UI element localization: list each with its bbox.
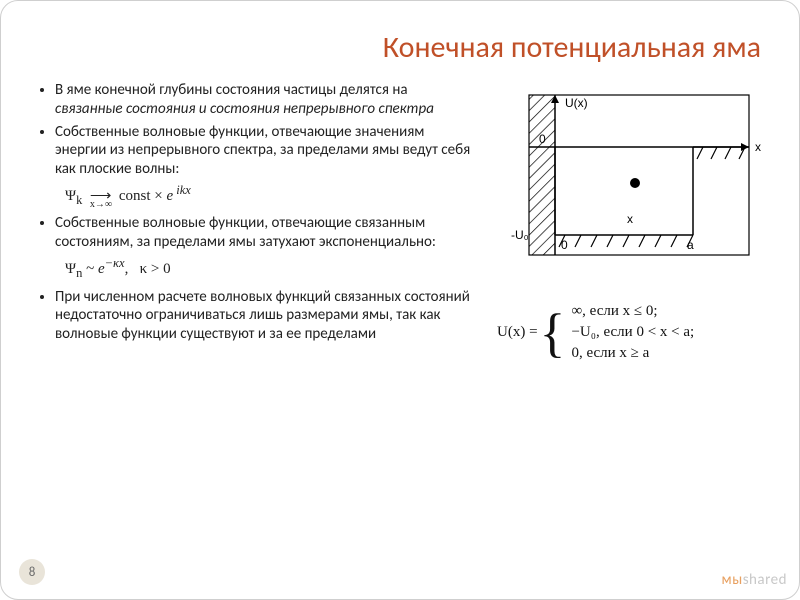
content-block: В яме конечной глубины состояния частицы…	[37, 81, 477, 348]
bullet-1-text-a: В яме конечной глубины состояния частицы…	[55, 81, 408, 99]
bullet-4: При численном расчете волновых функций с…	[55, 288, 477, 344]
slide: Конечная потенциальная яма В яме конечно…	[0, 0, 800, 600]
page-number: 8	[19, 559, 45, 585]
bullet-3: Собственные волновые функции, отвечающие…	[55, 214, 477, 252]
right-label: a	[687, 238, 694, 252]
case-1: ∞, если x ≤ 0;	[571, 301, 694, 322]
formula-plane-sub: x→∞	[90, 199, 112, 212]
watermark: мыshared	[722, 571, 787, 589]
formula-decay: Ψn ~ e−κx, κ > 0	[65, 256, 477, 282]
bullet-1-text-b: связанные состояния и состояния непрерыв…	[55, 100, 434, 118]
piecewise-lhs: U(x) =	[497, 324, 538, 341]
slide-title: Конечная потенциальная яма	[383, 29, 761, 66]
case-2: −U₀, если 0 < x < a;	[571, 322, 694, 343]
depth-label: -U₀	[511, 228, 529, 242]
piecewise-cases: ∞, если x ≤ 0; −U₀, если 0 < x < a; 0, е…	[571, 301, 694, 364]
axis-y-label: U(x)	[565, 96, 588, 110]
formula-plane-wave: Ψk ⟶x→∞ const × e ikx	[65, 183, 477, 209]
watermark-b: shared	[743, 571, 787, 589]
bullet-1: В яме конечной глубины состояния частицы…	[55, 81, 477, 119]
brace-icon: {	[540, 309, 566, 357]
origin-outer: 0	[539, 132, 546, 146]
piecewise-definition: U(x) = { ∞, если x ≤ 0; −U₀, если 0 < x …	[497, 301, 777, 364]
potential-well-diagram: U(x) x 0 0 a x -U₀	[509, 85, 769, 265]
watermark-a: мы	[722, 571, 743, 589]
origin-inner: 0	[561, 238, 568, 252]
axis-x-label: x	[755, 140, 761, 154]
bullet-2: Собственные волновые функции, отвечающие…	[55, 123, 477, 179]
case-3: 0, если x ≥ a	[571, 343, 694, 364]
mid-label: x	[627, 212, 633, 226]
